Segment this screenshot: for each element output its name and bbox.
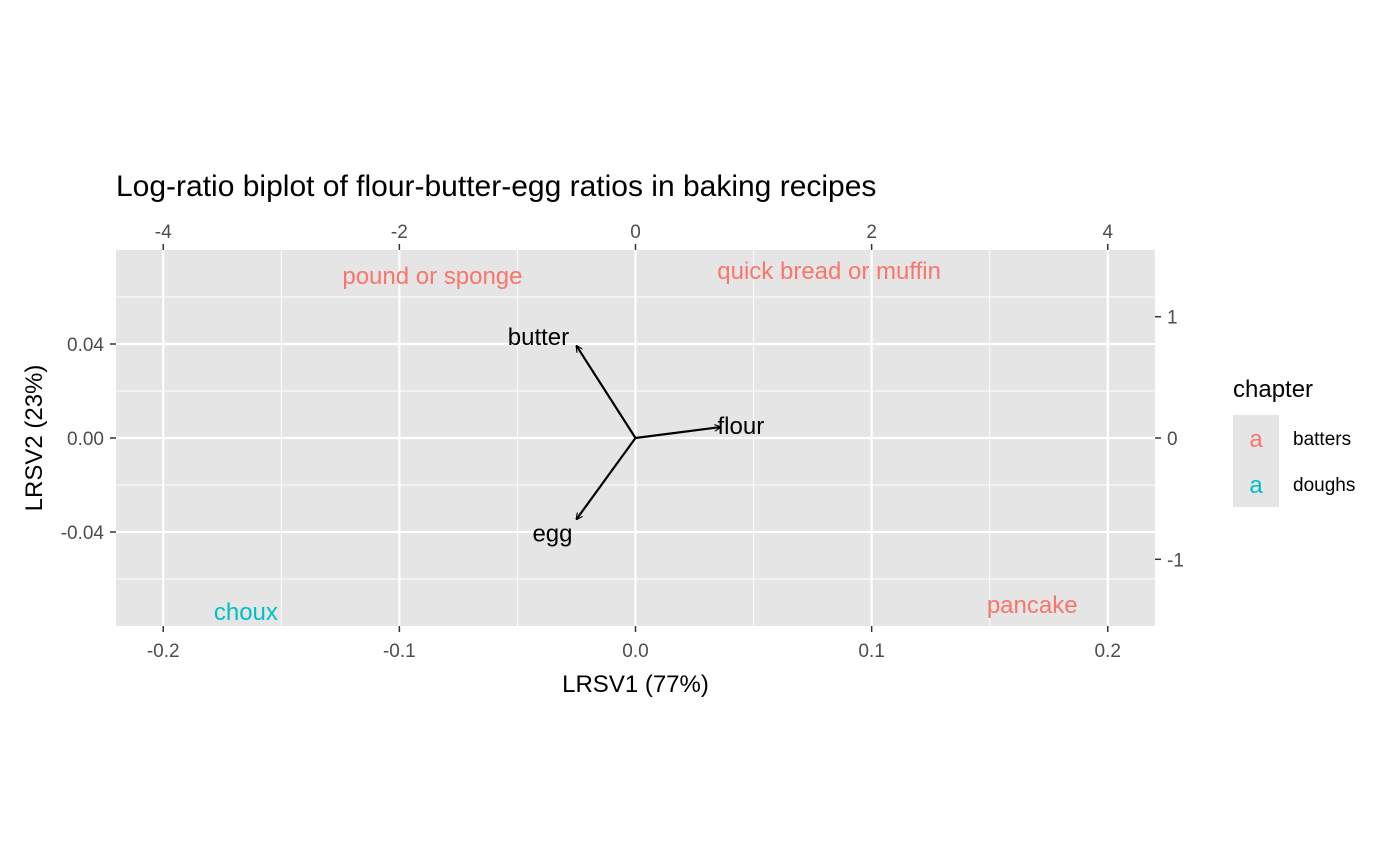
point-label: pound or sponge: [342, 263, 522, 290]
vector-arrow: [576, 437, 637, 519]
top-x-tick-label: -4: [155, 222, 172, 243]
x-tick-label: 0.0: [622, 641, 648, 662]
point-label: quick bread or muffin: [717, 258, 941, 285]
legend-key-glyph: a: [1249, 472, 1263, 499]
vector-arrow: [635, 427, 721, 440]
x-tick-label: -0.1: [383, 641, 416, 662]
x-axis-label: LRSV1 (77%): [562, 671, 709, 698]
x-axis-bottom: -0.2 -0.1 0.0 0.1 0.2: [147, 626, 1121, 662]
top-x-tick-label: 2: [866, 222, 877, 243]
y-axis-label: LRSV2 (23%): [21, 365, 48, 512]
right-y-tick-label: 0: [1167, 429, 1178, 450]
point-label: choux: [214, 599, 278, 626]
legend-entry-label: doughs: [1293, 475, 1355, 496]
x-axis-top: -4 -2 0 2 4: [155, 222, 1113, 250]
y-tick-label: 0.04: [67, 335, 104, 356]
top-x-tick-label: -2: [391, 222, 408, 243]
y-tick-label: 0.00: [67, 429, 104, 450]
legend-entry-label: batters: [1293, 429, 1351, 450]
vector-label: egg: [532, 520, 572, 547]
observation-labels: pound or sponge quick bread or muffin chou…: [214, 258, 1078, 626]
x-tick-label: -0.2: [147, 641, 180, 662]
loading-vectors: flour butter egg: [508, 324, 764, 547]
right-y-tick-label: 1: [1167, 308, 1178, 329]
vector-label: flour: [718, 413, 765, 440]
top-x-tick-label: 4: [1102, 222, 1113, 243]
top-x-tick-label: 0: [630, 222, 641, 243]
vector-arrow: [576, 346, 637, 439]
legend-key: [1233, 461, 1279, 507]
legend-key-glyph: a: [1249, 426, 1263, 453]
x-tick-label: 0.1: [858, 641, 884, 662]
vector-label: butter: [508, 324, 569, 351]
x-tick-label: 0.2: [1095, 641, 1121, 662]
legend: chapter a batters a doughs: [1233, 376, 1355, 507]
chart-title: Log-ratio biplot of flour-butter-egg rat…: [116, 170, 876, 203]
point-label: pancake: [987, 592, 1078, 619]
y-tick-label: -0.04: [61, 523, 105, 544]
legend-key: [1233, 415, 1279, 461]
y-axis-right: -1 0 1: [1155, 308, 1184, 571]
right-y-tick-label: -1: [1167, 550, 1184, 571]
legend-title: chapter: [1233, 376, 1313, 403]
y-axis-left: -0.04 0.00 0.04: [61, 335, 116, 544]
